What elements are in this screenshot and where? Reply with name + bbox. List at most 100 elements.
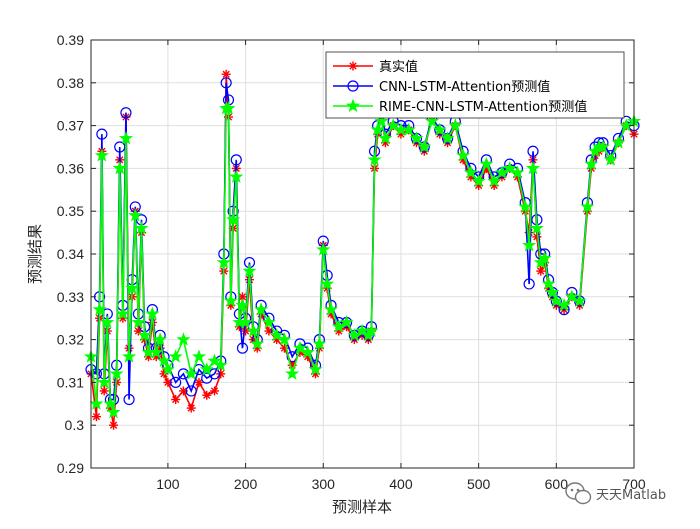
data-point — [584, 156, 599, 171]
data-point — [114, 141, 126, 153]
data-point — [131, 315, 146, 329]
data-point — [370, 122, 385, 136]
data-point — [221, 69, 231, 79]
data-point — [157, 353, 172, 367]
data-point — [463, 165, 478, 179]
data-point — [185, 385, 197, 397]
data-point — [537, 250, 552, 265]
data-point — [527, 145, 539, 157]
x-tick-label: 300 — [312, 476, 336, 492]
legend: 真实值 CNN-LSTM-Attention预测值 RIME-CNN-LSTM-At… — [325, 51, 625, 119]
data-point — [471, 173, 486, 188]
legend-label: CNN-LSTM-Attention预测值 — [379, 79, 550, 95]
data-point — [168, 349, 183, 363]
data-point — [250, 336, 265, 350]
data-point — [378, 131, 393, 145]
data-point — [223, 293, 238, 308]
data-point — [292, 340, 307, 355]
data-point — [526, 161, 541, 175]
data-point — [176, 332, 191, 346]
data-point — [220, 77, 232, 89]
legend-label: 真实值 — [379, 59, 418, 75]
series-layer — [83, 69, 642, 430]
data-point — [229, 169, 244, 183]
data-point — [115, 306, 130, 320]
data-point — [364, 323, 379, 338]
data-point — [184, 366, 199, 380]
data-point — [316, 242, 331, 256]
x-tick-label: 100 — [156, 476, 180, 492]
ticks: 100 200 300 400 500 600 700 0.29 0.3 0.31 0.32 0.33… — [57, 32, 646, 492]
data-point — [603, 152, 618, 166]
data-point — [89, 396, 104, 410]
data-point — [103, 396, 118, 410]
data-point — [456, 148, 471, 162]
data-point — [541, 276, 556, 290]
data-point — [440, 131, 455, 145]
data-point — [109, 366, 124, 380]
data-point — [149, 345, 164, 359]
data-point — [100, 315, 115, 329]
data-point — [221, 101, 236, 115]
y-tick-label: 0.29 — [57, 460, 84, 476]
data-point — [277, 332, 292, 346]
y-axis-label: 预测结果 — [26, 224, 44, 284]
data-point — [128, 208, 143, 222]
data-point — [595, 139, 610, 153]
data-point — [213, 357, 228, 372]
data-point — [502, 161, 517, 175]
data-point — [202, 390, 212, 400]
data-point — [536, 266, 546, 276]
data-point — [312, 336, 327, 350]
data-point — [518, 199, 533, 213]
y-tick-label: 0.35 — [57, 203, 84, 219]
watermark-text: 天天Matlab — [596, 488, 666, 503]
x-tick-label: 200 — [234, 476, 258, 492]
data-point — [106, 404, 121, 419]
data-point — [529, 220, 544, 235]
data-point — [261, 315, 276, 329]
data-point — [123, 393, 135, 406]
y-tick-label: 0.38 — [57, 75, 84, 91]
x-tick-label: 700 — [622, 476, 646, 492]
legend-entry: RIME-CNN-LSTM-Attention预测值 — [333, 98, 587, 115]
data-point — [92, 302, 107, 316]
data-point — [386, 118, 401, 132]
y-tick-label: 0.3 — [65, 417, 85, 433]
data-point — [137, 327, 152, 342]
y-tick-label: 0.32 — [57, 332, 84, 348]
data-point — [171, 395, 181, 405]
data-point — [242, 263, 257, 278]
data-point — [235, 297, 250, 312]
data-point — [99, 386, 109, 396]
data-point — [269, 327, 284, 342]
data-point — [510, 165, 525, 179]
watermark: 天天Matlab — [565, 482, 666, 505]
y-tick-label: 0.37 — [57, 118, 84, 134]
data-point — [230, 154, 242, 166]
wechat-icon — [565, 482, 592, 505]
data-point — [557, 297, 572, 312]
data-point — [199, 362, 214, 376]
data-point — [487, 173, 502, 188]
data-point — [409, 131, 424, 145]
data-point — [163, 377, 173, 387]
data-point — [367, 152, 382, 166]
data-point — [545, 285, 560, 299]
data-point — [425, 113, 440, 128]
y-tick-label: 0.33 — [57, 289, 84, 305]
data-point — [300, 345, 315, 359]
data-point — [320, 276, 335, 290]
legend-swatch-marker — [347, 80, 359, 92]
legend-swatch-marker — [348, 61, 358, 71]
data-point — [611, 135, 626, 149]
data-point — [246, 323, 261, 338]
data-point — [285, 366, 300, 380]
data-point — [479, 156, 494, 171]
data-point — [97, 375, 112, 389]
data-point — [194, 377, 204, 387]
data-point — [238, 315, 253, 329]
data-point — [522, 238, 537, 252]
data-point — [122, 349, 137, 363]
data-point — [324, 302, 339, 316]
